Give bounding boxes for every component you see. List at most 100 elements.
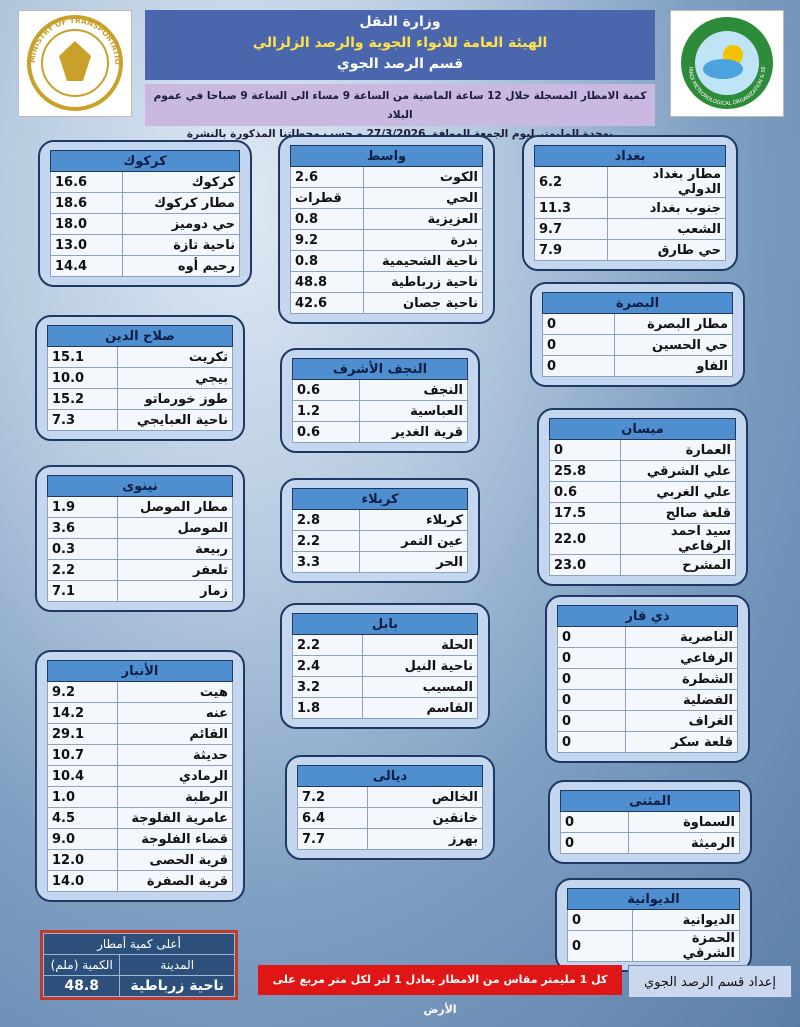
header-line: الهيئة العامة للانواء الجوية والرصد الزل… [252,35,548,51]
station-row: كربلاء 2.8 [292,509,468,531]
rainfall: 0 [541,334,616,356]
station: ناحية الشحيمية [362,250,484,272]
rainfall: 7.2 [296,786,369,808]
station: قلعة صالح [619,502,737,524]
rainfall: 7.7 [296,828,369,850]
station-row: الرطبة 1.0 [46,786,233,808]
station-row: الموصل 3.6 [46,517,233,539]
station-row: سيد احمد الرفاعي 22.0 [549,523,737,555]
rainfall: 15.1 [46,346,119,368]
station-row: الخالص 7.2 [296,786,483,808]
rainfall: 1.8 [291,697,364,719]
station-row: زمار 7.1 [46,580,233,602]
station: الخالص [367,786,483,808]
rainfall: 15.2 [46,388,119,410]
region-table: صلاح الدين تكريت 15.1 بيجي 10.0 طوز خورماتو 15… [46,325,233,431]
title-row: ديالى [297,765,483,787]
rainfall: 12.0 [46,849,119,871]
region-card: الأنبار هيت 9.2 عنه 14.2 القائم 29.1 حديثة 10.7 ا… [35,650,245,902]
organization-emblem: IRAQI METEOROLOGICAL ORGANIZATION & SEIS… [671,11,773,109]
station: قرية الغدير [358,421,468,443]
station-row: قرية الحصى 12.0 [46,849,233,871]
station-row: قلعة صالح 17.5 [549,502,737,524]
region-title: نينوى [47,475,233,497]
station-row: الديوانية 0 [566,909,740,931]
highest-rainfall: أعلى كمية أمطار المدينة الكمية (ملم) ناحي… [40,930,238,1000]
station-row: عامرية الفلوجة 4.5 [46,807,233,829]
rainfall: 0 [556,647,627,669]
subtitle-line: كمية الامطار المسجلة خلال 12 ساعة الماضي… [153,90,647,121]
station: رحيم أوه [121,255,241,277]
title-row: كركوك [50,150,240,172]
station-row: العمارة 0 [549,439,737,461]
station-row: عين التمر 2.2 [292,530,468,552]
station-row: الحر 3.3 [292,551,468,573]
station-row: النجف 0.6 [292,379,468,401]
station: هيت [117,681,233,703]
rainfall: 7.3 [46,409,119,431]
station-row: خانقين 6.4 [296,807,483,829]
rainfall: 0.3 [46,538,119,560]
rainfall: 9.0 [46,828,119,850]
station: المسيب [362,676,478,698]
station: علي الغربي [619,481,737,503]
rainfall: 6.2 [534,166,608,198]
station: مطار البصرة [614,313,733,335]
rainfall: 0 [559,811,630,833]
credit: إعداد قسم الرصد الجوي [628,965,792,998]
rainfall: 9.7 [534,218,608,240]
region-table: كركوك كركوك 16.6 مطار كركوك 18.6 حي دوميز 18.0… [50,150,241,277]
title-row: الديوانية [567,888,740,910]
column-header: المدينة [119,954,235,976]
station: ناحية زرباطية [119,975,235,997]
region-card: المثنى السماوة 0 الرميثة 0 [548,780,752,864]
rainfall: 0 [556,626,627,648]
rainfall: 11.3 [534,197,608,219]
station: جنوب بغداد [606,197,727,219]
rainfall: 0 [559,832,630,854]
title-row: الأنبار [47,660,233,682]
station: الديوانية [632,909,740,931]
station-row: حي دوميز 18.0 [50,213,241,235]
rainfall: 9.2 [290,229,364,251]
title-row: بغداد [534,145,726,167]
region-title: صلاح الدين [47,325,233,347]
station: الحي [362,187,484,209]
station: ناحية النيل [362,655,478,677]
rainfall: 2.2 [292,530,360,552]
station-row: الغراف 0 [556,710,738,732]
station-row: الشعب 9.7 [534,218,727,240]
region-table: المثنى السماوة 0 الرميثة 0 [559,790,740,854]
station: قلعة سكر [625,731,738,753]
rainfall: 7.9 [534,239,608,261]
header: وزارة النقل الهيئة العامة للانواء الجوية… [145,10,655,80]
region-card: البصرة مطار البصرة 0 حي الحسين 0 الفاو 0 [530,282,745,387]
station: القاسم [362,697,478,719]
title-row: نينوى [47,475,233,497]
station: عين التمر [358,530,468,552]
region-title: بغداد [534,145,726,167]
rainfall: 25.8 [549,460,621,482]
region-table: ميسان العمارة 0 علي الشرقي 25.8 علي الغربي 0.6… [549,418,737,576]
station-row: القاسم 1.8 [291,697,478,719]
region-table: البصرة مطار البصرة 0 حي الحسين 0 الفاو 0 [541,292,733,377]
station-row: تكريت 15.1 [46,346,233,368]
region-table: بابل الحلة 2.2 ناحية النيل 2.4 المسيب 3.2 القاس… [291,613,478,719]
header-line: قسم الرصد الجوي [336,56,464,72]
station: الرفاعي [625,647,738,669]
station-row: قضاء الفلوجة 9.0 [46,828,233,850]
station: قضاء الفلوجة [117,828,233,850]
rainfall: 3.3 [292,551,360,573]
station-row: هيت 9.2 [46,681,233,703]
region-title: الأنبار [47,660,233,682]
station-row: قلعة سكر 0 [556,731,738,753]
organization-logo: IRAQI METEOROLOGICAL ORGANIZATION & SEIS… [670,10,784,117]
title-row: كربلاء [292,488,468,510]
station: قرية الحصى [117,849,233,871]
station-row: القائم 29.1 [46,723,233,745]
rainfall: 0 [566,930,634,962]
region-card: كركوك كركوك 16.6 مطار كركوك 18.6 حي دوميز 18.0… [38,140,252,287]
station-row: الرمادي 10.4 [46,765,233,787]
rainfall: 0.6 [549,481,621,503]
